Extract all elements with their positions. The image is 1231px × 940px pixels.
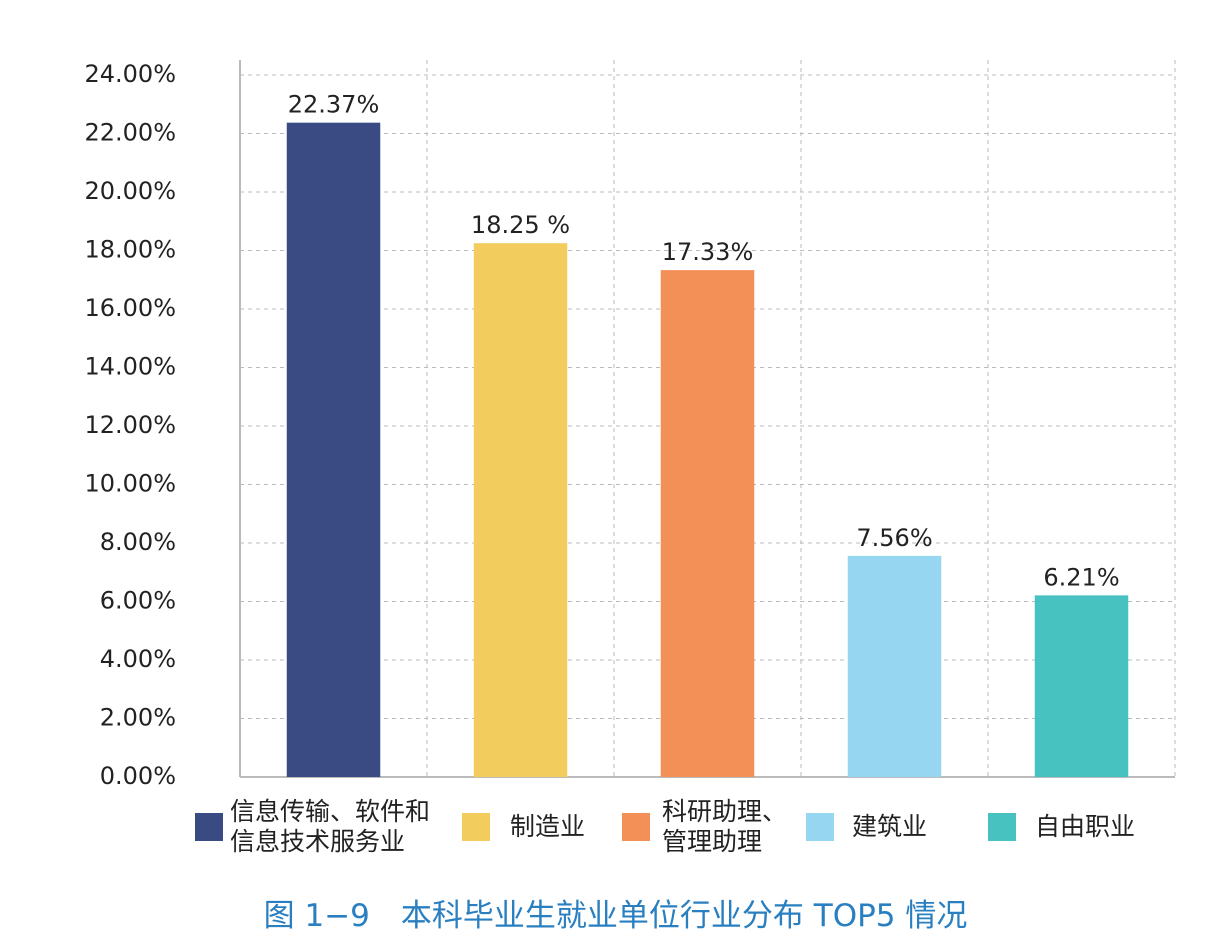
y-tick-label: 12.00% [84, 411, 176, 439]
legend-swatch [462, 813, 490, 841]
y-tick-label: 0.00% [100, 762, 176, 790]
bar [660, 270, 755, 777]
y-tick-label: 10.00% [84, 470, 176, 498]
y-tick-label: 14.00% [84, 353, 176, 381]
y-tick-label: 16.00% [84, 294, 176, 322]
legend-swatch [195, 813, 223, 841]
legend-swatch [806, 813, 834, 841]
y-tick-label: 4.00% [100, 645, 176, 673]
y-tick-label: 18.00% [84, 236, 176, 264]
legend-label: 自由职业 [1035, 812, 1136, 841]
bar [473, 243, 568, 777]
legend-label: 科研助理、管理助理 [662, 797, 788, 856]
legend-label: 建筑业 [852, 812, 928, 841]
legend-swatch [988, 813, 1016, 841]
value-label: 17.33% [662, 238, 754, 266]
caption: 图 1−9 本科毕业生就业单位行业分布 TOP5 情况 [263, 898, 968, 934]
y-tick-label: 8.00% [100, 528, 176, 556]
chart: 0.00% 2.00% 4.00% 6.00% 8.00% 10.00% 12.00% 14.… [84, 60, 1176, 790]
legend-label: 信息传输、软件和信息技术服务业 [230, 797, 431, 856]
y-tick-label: 20.00% [84, 177, 176, 205]
y-tick-label: 2.00% [100, 704, 176, 732]
y-tick-label: 24.00% [84, 60, 176, 88]
legend-swatch [622, 813, 650, 841]
bar [1034, 595, 1129, 777]
y-tick-label: 22.00% [84, 119, 176, 147]
bar [847, 555, 942, 777]
value-label: 18.25 % [471, 211, 570, 239]
value-label: 7.56% [856, 524, 932, 552]
value-label: 6.21% [1043, 563, 1119, 591]
legend-label: 制造业 [510, 812, 586, 841]
y-tick-label: 6.00% [100, 587, 176, 615]
bar [286, 122, 381, 778]
value-label: 22.37% [288, 91, 380, 119]
